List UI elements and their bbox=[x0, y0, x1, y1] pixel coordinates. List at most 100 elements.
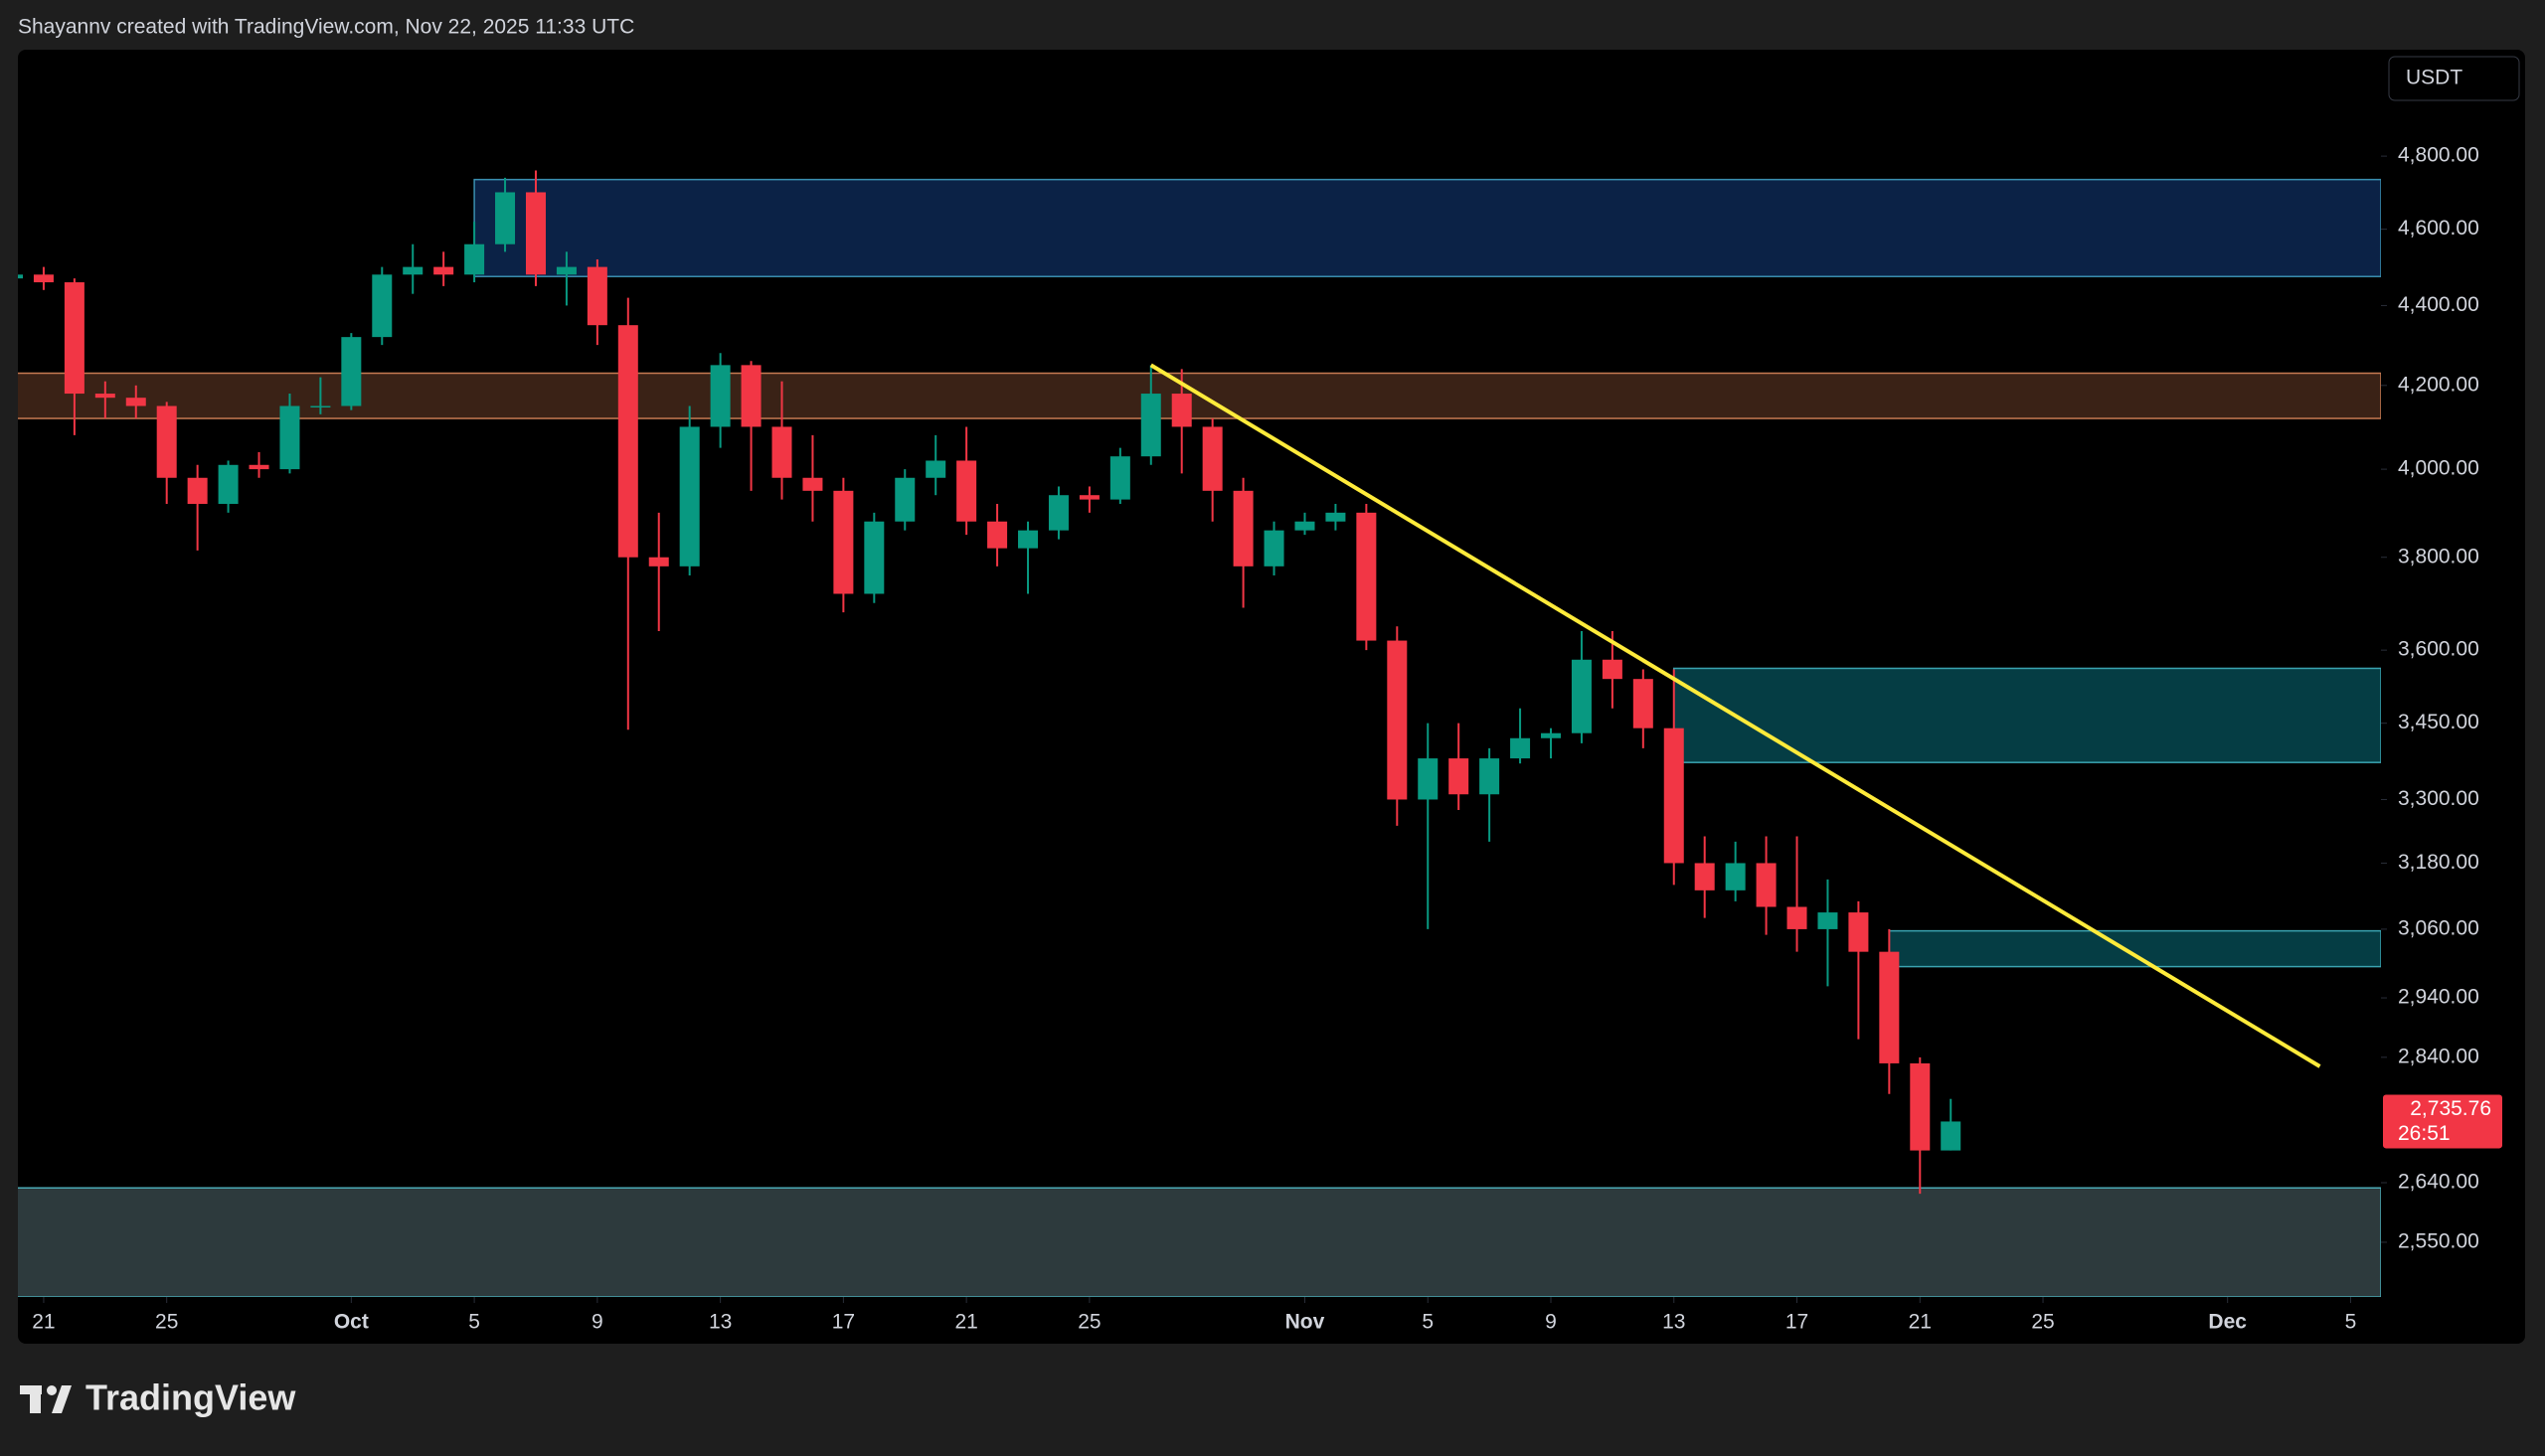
y-tick-label: 4,200.00 bbox=[2398, 373, 2479, 396]
candle-body bbox=[1694, 863, 1715, 890]
candle-body bbox=[1171, 394, 1192, 427]
x-tick-label: 13 bbox=[709, 1311, 732, 1334]
candle-body bbox=[1109, 456, 1130, 500]
y-tick-label: 3,600.00 bbox=[2398, 638, 2479, 661]
candle-body bbox=[433, 266, 454, 275]
candle-body bbox=[1018, 530, 1039, 549]
y-tick-label: 2,640.00 bbox=[2398, 1171, 2479, 1194]
y-tick-label: 4,800.00 bbox=[2398, 144, 2479, 167]
price-label: 2,735.76 bbox=[2410, 1097, 2491, 1120]
candle-body bbox=[1202, 426, 1223, 491]
y-tick-label: 4,000.00 bbox=[2398, 457, 2479, 480]
y-tick-label: 3,180.00 bbox=[2398, 851, 2479, 874]
candle-body bbox=[771, 426, 792, 478]
candle-body bbox=[249, 464, 269, 470]
candle-body bbox=[926, 460, 946, 478]
y-tick-label: 4,400.00 bbox=[2398, 293, 2479, 316]
candle-body bbox=[1571, 659, 1592, 733]
candle-body bbox=[279, 405, 300, 470]
candle-body bbox=[1602, 659, 1622, 680]
y-tick-label: 2,940.00 bbox=[2398, 986, 2479, 1009]
candle-body bbox=[525, 192, 546, 275]
candle-body bbox=[956, 460, 977, 522]
currency-label: USDT bbox=[2406, 67, 2462, 89]
candle-body bbox=[495, 192, 516, 244]
candle-body bbox=[864, 521, 885, 594]
candle-body bbox=[33, 274, 54, 283]
candle-body bbox=[372, 274, 393, 338]
candle-body bbox=[1879, 951, 1900, 1063]
candle-body bbox=[94, 394, 115, 399]
x-tick-label: Nov bbox=[1285, 1311, 1325, 1334]
candle-body bbox=[125, 398, 146, 406]
candle-body bbox=[1325, 512, 1346, 522]
logo-icon bbox=[47, 1385, 57, 1395]
candle-body bbox=[1756, 863, 1777, 907]
candle-body bbox=[1479, 758, 1500, 795]
candle-body bbox=[1079, 495, 1100, 500]
candle-body bbox=[403, 266, 424, 275]
candle-body bbox=[1725, 863, 1746, 890]
y-tick-label: 2,840.00 bbox=[2398, 1045, 2479, 1067]
candle-body bbox=[741, 365, 762, 427]
candle-body bbox=[587, 266, 607, 326]
x-tick-label: 17 bbox=[832, 1311, 855, 1334]
y-tick-label: 3,450.00 bbox=[2398, 711, 2479, 733]
logo: TradingView bbox=[20, 1377, 296, 1418]
candle-body bbox=[310, 405, 331, 407]
logo-icon bbox=[30, 1385, 41, 1413]
candle-body bbox=[1910, 1062, 1931, 1151]
x-tick-label: 25 bbox=[155, 1311, 178, 1334]
candle-body bbox=[617, 325, 638, 558]
currency-button[interactable] bbox=[2388, 56, 2520, 101]
candle-body bbox=[1663, 728, 1684, 864]
candle-body bbox=[1848, 912, 1869, 952]
logo-icon bbox=[52, 1385, 72, 1413]
candle-body bbox=[679, 426, 700, 566]
y-tick-label: 3,800.00 bbox=[2398, 545, 2479, 567]
x-tick-label: Dec bbox=[2208, 1311, 2247, 1334]
candle-body bbox=[156, 405, 177, 478]
x-tick-label: 5 bbox=[2345, 1311, 2357, 1334]
x-tick-label: 9 bbox=[1545, 1311, 1557, 1334]
candle-body bbox=[1817, 912, 1838, 929]
x-tick-label: Oct bbox=[334, 1311, 369, 1334]
candle-body bbox=[187, 477, 208, 505]
candle-body bbox=[1448, 758, 1469, 795]
x-tick-label: 5 bbox=[1422, 1311, 1434, 1334]
candle-body bbox=[64, 282, 85, 395]
candle-body bbox=[833, 490, 854, 594]
candle-body bbox=[1048, 495, 1069, 531]
x-tick-label: 5 bbox=[468, 1311, 480, 1334]
plot bbox=[18, 170, 2381, 1297]
candle-body bbox=[895, 477, 916, 522]
candle-body bbox=[1941, 1121, 1961, 1151]
zone bbox=[18, 1187, 2381, 1297]
candle-body bbox=[710, 365, 731, 427]
x-tick-label: 21 bbox=[1909, 1311, 1932, 1334]
candle-body bbox=[1510, 737, 1531, 759]
x-tick-label: 17 bbox=[1785, 1311, 1808, 1334]
y-tick-label: 4,600.00 bbox=[2398, 217, 2479, 240]
trendline bbox=[1149, 363, 2321, 1068]
attribution: Shayannv created with TradingView.com, N… bbox=[18, 16, 634, 39]
candle-body bbox=[987, 521, 1008, 549]
candle-body bbox=[1356, 512, 1377, 641]
x-tick-label: 25 bbox=[2031, 1311, 2054, 1334]
candle-body bbox=[464, 243, 485, 275]
x-tick-label: 25 bbox=[1078, 1311, 1101, 1334]
candle-body bbox=[1632, 679, 1653, 728]
y-tick-label: 2,550.00 bbox=[2398, 1229, 2479, 1252]
candle-body bbox=[341, 337, 362, 406]
candle-body bbox=[1786, 906, 1807, 929]
candle-body bbox=[648, 557, 669, 566]
x-tick-label: 13 bbox=[1662, 1311, 1685, 1334]
zone bbox=[18, 372, 2381, 419]
candle-body bbox=[18, 274, 23, 279]
x-tick-label: 21 bbox=[954, 1311, 977, 1334]
candle-body bbox=[556, 266, 577, 275]
y-tick-label: 3,300.00 bbox=[2398, 787, 2479, 810]
candle-body bbox=[1541, 732, 1561, 738]
